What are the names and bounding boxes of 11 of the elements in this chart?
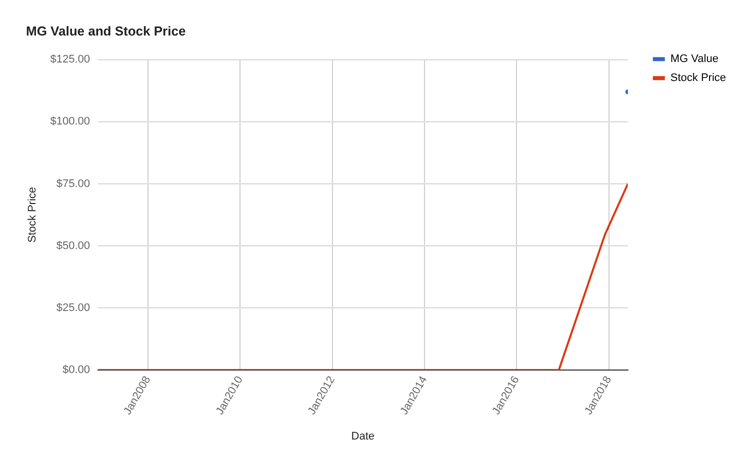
legend-label: Stock Price xyxy=(670,72,726,84)
legend-label: MG Value xyxy=(670,53,718,66)
y-tick-label: $100.00 xyxy=(50,116,90,128)
y-tick-label: $0.00 xyxy=(62,364,90,376)
y-tick-label: $125.00 xyxy=(50,54,90,66)
y-axis-title: Stock Price xyxy=(26,186,39,243)
chart-title: MG Value and Stock Price xyxy=(26,23,186,38)
y-tick-label: $25.00 xyxy=(56,302,90,314)
x-axis-title: Date xyxy=(351,430,375,442)
y-tick-label: $50.00 xyxy=(56,240,90,252)
y-tick-label: $75.00 xyxy=(56,178,90,190)
